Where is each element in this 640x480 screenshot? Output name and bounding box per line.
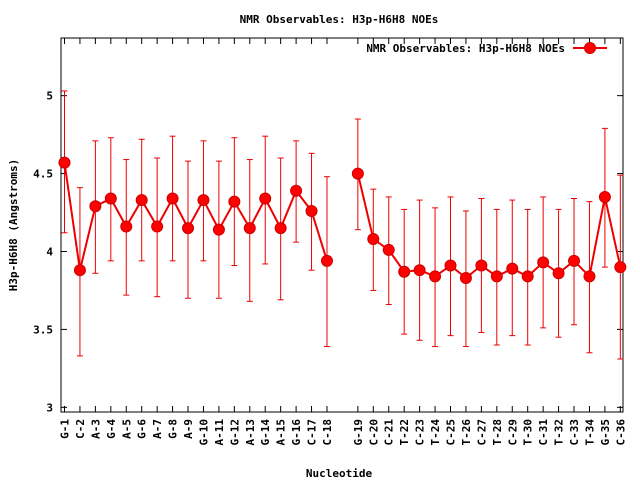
data-point [89,200,102,213]
x-tick-label: G-12 [228,419,241,446]
data-point [58,156,71,169]
data-point [228,195,241,208]
x-axis-label: Nucleotide [306,467,373,480]
x-tick-label: C-31 [537,419,550,446]
legend: NMR Observables: H3p-H6H8 NOEs [366,42,607,55]
x-tick-label: A-15 [275,419,288,446]
y-axis: 3 3.5 4 4.5 5 [33,90,623,414]
y-tick-label: 5 [46,90,53,103]
x-tick-label: T-28 [491,419,504,446]
y-tick-label: 3 [46,401,53,414]
y-tick-label: 4 [46,245,53,258]
data-point [243,222,256,235]
x-tick-label: C-29 [506,419,519,446]
data-point [614,261,627,274]
x-tick-label: A-9 [182,419,195,439]
legend-label: NMR Observables: H3p-H6H8 NOEs [366,42,565,55]
data-point [212,223,225,236]
data-point [166,192,179,205]
y-axis-label: H3p-H6H8 (Angstroms) [7,159,20,291]
plot-area [60,37,624,413]
data-point [305,204,318,217]
data-point [490,270,503,283]
data-point [382,243,395,256]
data-point [521,270,534,283]
x-tick-label: A-11 [213,419,226,446]
data-point [135,194,148,207]
x-tick-label: G-4 [105,419,118,439]
data-point [120,220,133,233]
x-tick-label: T-22 [398,419,411,446]
data-points [58,156,627,284]
x-tick-label: T-32 [553,419,566,446]
x-tick-label: G-19 [352,419,365,446]
x-tick-label: G-8 [167,419,180,439]
data-point [259,192,272,205]
data-point [444,259,457,272]
data-point [320,254,333,267]
data-point [367,233,380,246]
data-point [429,270,442,283]
data-point [151,220,164,233]
data-point [274,222,287,235]
x-axis: G-1 C-2 A-3 G-4 A-5 G-6 A-7 G-8 A-9 G-10 A-11 G-12 A… [59,38,627,446]
data-point [197,194,210,207]
data-point [73,264,86,277]
series-line-segment [63,162,328,271]
data-point [351,167,364,180]
y-tick-label: 4.5 [33,168,53,181]
data-point [475,259,488,272]
data-point [413,264,426,277]
x-tick-label: C-18 [321,419,334,446]
x-tick-label: G-10 [197,419,210,446]
x-tick-label: C-17 [306,419,319,446]
data-point [552,267,565,280]
x-tick-label: C-25 [445,419,458,446]
x-tick-label: G-16 [290,419,303,446]
x-tick-label: C-36 [614,419,627,446]
x-tick-label: A-3 [89,419,102,439]
x-tick-label: C-21 [383,419,396,446]
data-point [290,184,303,197]
x-tick-label: G-14 [259,419,272,446]
data-point [506,262,519,275]
x-tick-label: C-23 [414,419,427,446]
data-point [398,265,411,278]
x-tick-label: C-27 [475,419,488,446]
x-tick-label: A-7 [151,419,164,439]
data-point [182,222,195,235]
y-tick-label: 3.5 [33,323,53,336]
x-tick-label: T-26 [460,419,473,446]
data-point [104,192,117,205]
x-tick-label: G-6 [136,419,149,439]
x-tick-label: C-2 [74,419,87,439]
series-lines [63,162,622,280]
x-tick-label: G-1 [59,419,72,439]
data-point [459,271,472,284]
error-bars [61,90,624,360]
series-line-segment [356,173,622,280]
x-tick-label: T-24 [429,419,442,446]
data-point [568,254,581,267]
x-tick-label: C-20 [367,419,380,446]
data-point [583,270,596,283]
legend-marker [584,42,596,54]
x-tick-label: A-13 [244,419,257,446]
x-tick-label: A-5 [120,419,133,439]
x-tick-label: T-30 [522,419,535,446]
data-point [598,190,611,203]
chart-title: NMR Observables: H3p-H6H8 NOEs [240,13,439,26]
x-tick-label: C-33 [568,419,581,446]
x-tick-label: G-35 [599,419,612,446]
data-point [537,256,550,269]
x-tick-label: T-34 [583,419,596,446]
